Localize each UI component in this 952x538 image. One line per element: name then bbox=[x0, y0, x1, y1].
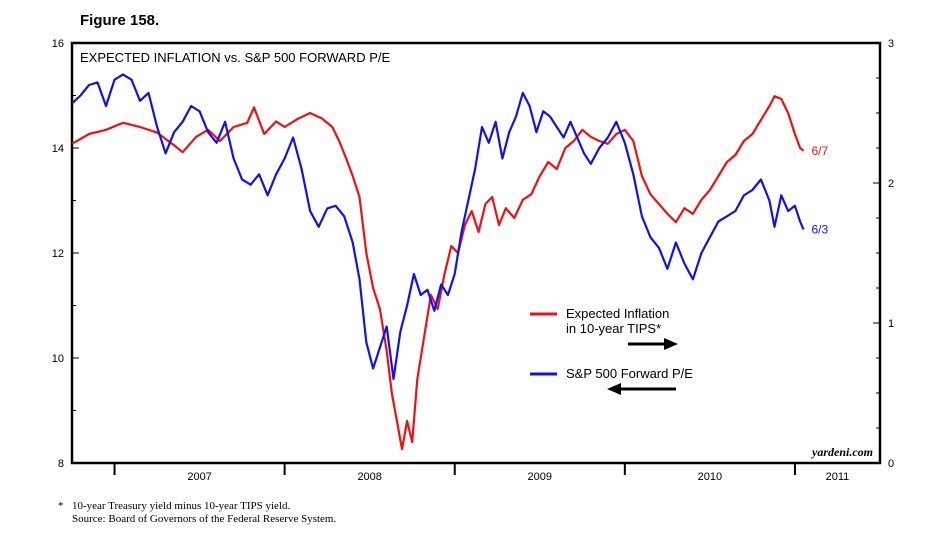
end-label-pe: 6/3 bbox=[811, 222, 828, 236]
chart-title: EXPECTED INFLATION vs. S&P 500 FORWARD P… bbox=[80, 50, 390, 65]
footnote: * 10-year Treasury yield minus 10-year TI… bbox=[58, 500, 336, 526]
left-axis: 8 10 12 14 16 bbox=[52, 38, 79, 470]
x-tick-label: 2010 bbox=[698, 471, 722, 483]
right-tick-label: 0 bbox=[888, 458, 894, 470]
left-tick-label: 14 bbox=[52, 143, 64, 155]
x-tick-label: 2011 bbox=[826, 471, 850, 483]
footnote-line-1: * 10-year Treasury yield minus 10-year TI… bbox=[58, 500, 336, 513]
right-tick-label: 3 bbox=[888, 38, 894, 50]
legend: Expected Inflation in 10-year TIPS* S&P … bbox=[530, 306, 693, 395]
x-tick-label: 2008 bbox=[357, 471, 381, 483]
arrow-right-icon bbox=[628, 338, 678, 350]
left-tick-label: 16 bbox=[52, 38, 64, 50]
right-tick-label: 2 bbox=[888, 178, 894, 190]
footnote-source: Source: Board of Governors of the Federa… bbox=[72, 513, 337, 525]
legend-label-pe: S&P 500 Forward P/E bbox=[566, 366, 693, 381]
footnote-text: 10-year Treasury yield minus 10-year TIP… bbox=[72, 500, 291, 512]
left-tick-label: 12 bbox=[52, 248, 64, 260]
watermark: yardeni.com bbox=[810, 445, 873, 459]
end-label-inflation: 6/7 bbox=[811, 144, 828, 158]
arrow-left-icon bbox=[607, 383, 676, 395]
figure-title: Figure 158. bbox=[80, 12, 160, 29]
chart: EXPECTED INFLATION vs. S&P 500 FORWARD P… bbox=[52, 38, 894, 483]
x-axis: 2007 2008 2009 2010 2011 bbox=[113, 463, 850, 483]
right-axis: 0 1 2 3 bbox=[873, 38, 894, 470]
right-tick-label: 1 bbox=[888, 318, 894, 330]
left-tick-label: 10 bbox=[52, 353, 64, 365]
series-line-sp500-pe bbox=[71, 73, 805, 381]
legend-label-inflation-line2: in 10-year TIPS* bbox=[566, 321, 661, 336]
plot-frame bbox=[70, 41, 882, 465]
legend-label-inflation-line1: Expected Inflation bbox=[566, 306, 669, 321]
x-tick-label: 2009 bbox=[528, 471, 552, 483]
left-tick-label: 8 bbox=[58, 458, 64, 470]
series-line-expected-inflation bbox=[71, 95, 805, 451]
series-layer: 6/7 6/3 bbox=[71, 73, 828, 451]
x-tick-label: 2007 bbox=[187, 471, 211, 483]
footnote-marker: * bbox=[58, 500, 64, 512]
